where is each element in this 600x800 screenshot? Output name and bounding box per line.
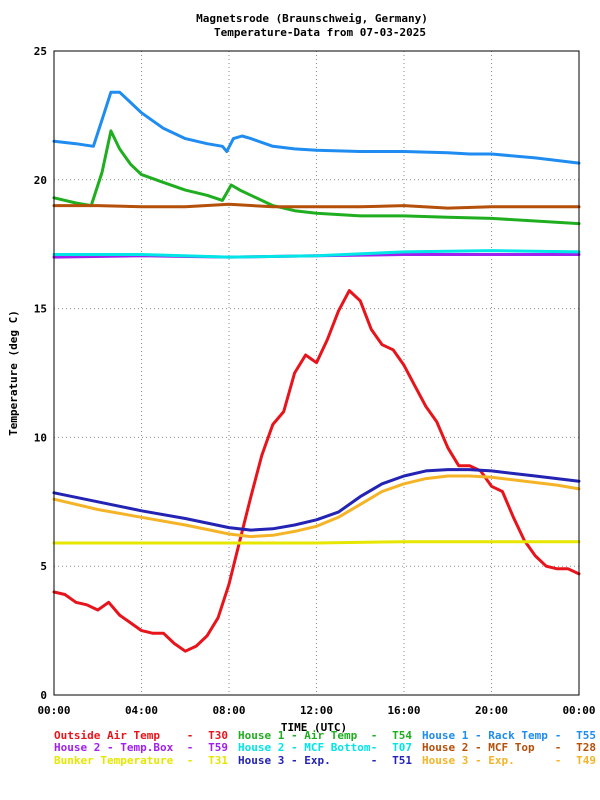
legend-code: T30 bbox=[208, 729, 228, 742]
legend-label: Bunker Temperature bbox=[54, 754, 174, 767]
legend-code: T07 bbox=[392, 741, 412, 754]
series-line-T07 bbox=[52, 249, 581, 259]
legend-label: Outside Air Temp bbox=[54, 729, 160, 742]
x-tick-label: 00:00 bbox=[37, 704, 70, 717]
chart-title: Magnetsrode (Braunschweig, Germany) bbox=[196, 12, 428, 25]
x-tick-label: 04:00 bbox=[125, 704, 158, 717]
grid-lines bbox=[54, 51, 579, 695]
y-tick-label: 0 bbox=[40, 689, 47, 702]
legend-entry-T55: House 1 - Rack Temp - T55 bbox=[422, 729, 596, 742]
legend-code: T51 bbox=[392, 754, 412, 767]
plot-frame bbox=[53, 50, 580, 696]
legend-dash: - bbox=[371, 741, 378, 754]
series-layer bbox=[52, 90, 581, 653]
chart-subtitle: Temperature-Data from 07-03-2025 bbox=[214, 26, 426, 39]
y-tick-label: 15 bbox=[34, 303, 47, 316]
y-tick-label: 25 bbox=[34, 45, 47, 58]
legend-dash: - bbox=[555, 729, 562, 742]
legend-dash: - bbox=[187, 729, 194, 742]
legend-entry-T30: Outside Air Temp - T30 bbox=[54, 729, 228, 742]
x-axis-label: TIME (UTC) bbox=[281, 721, 347, 734]
legend-entry-T07: House 2 - MCF Bottom - T07 bbox=[238, 741, 412, 754]
legend-dash: - bbox=[555, 754, 562, 767]
legend-code: T28 bbox=[576, 741, 596, 754]
x-tick-label: 00:00 bbox=[562, 704, 595, 717]
legend-entry-T28: House 2 - MCF Top - T28 bbox=[422, 741, 596, 754]
legend-entry-T31: Bunker Temperature - T31 bbox=[54, 754, 228, 767]
legend-dash: - bbox=[371, 729, 378, 742]
x-tick-label: 12:00 bbox=[300, 704, 333, 717]
x-tick-label: 08:00 bbox=[212, 704, 245, 717]
series-line-T28 bbox=[52, 202, 581, 210]
x-axis-ticks: 00:00 04:00 08:00 12:00 16:00 20:00 00:00 bbox=[37, 704, 595, 717]
legend-entry-T51: House 3 - Exp. - T51 bbox=[238, 754, 412, 767]
legend-label: House 3 - Exp. bbox=[422, 754, 515, 767]
legend-label: House 2 - MCF Bottom bbox=[238, 741, 371, 754]
x-tick-label: 20:00 bbox=[475, 704, 508, 717]
legend-code: T55 bbox=[576, 729, 596, 742]
series-line-T30 bbox=[52, 289, 581, 653]
legend-dash: - bbox=[371, 754, 378, 767]
y-axis-ticks: 0 5 10 15 20 25 bbox=[34, 45, 47, 702]
legend-label: House 3 - Exp. bbox=[238, 754, 331, 767]
y-tick-label: 10 bbox=[34, 431, 47, 444]
legend-label: House 1 - Air Temp bbox=[238, 729, 358, 742]
legend-entry-T59: House 2 - Temp.Box - T59 bbox=[54, 741, 228, 754]
series-line-T31 bbox=[52, 540, 581, 545]
series-line-T54 bbox=[52, 129, 581, 226]
series-line-T49 bbox=[52, 474, 581, 539]
legend-label: House 1 - Rack Temp bbox=[422, 729, 548, 742]
legend-dash: - bbox=[187, 754, 194, 767]
y-tick-label: 5 bbox=[40, 560, 47, 573]
legend-code: T54 bbox=[392, 729, 412, 742]
legend-code: T59 bbox=[208, 741, 228, 754]
y-tick-label: 20 bbox=[34, 174, 47, 187]
y-axis-label: Temperature (deg C) bbox=[7, 310, 20, 436]
x-tick-label: 16:00 bbox=[387, 704, 420, 717]
legend-label: House 2 - MCF Top bbox=[422, 741, 535, 754]
legend-entry-T49: House 3 - Exp. - T49 bbox=[422, 754, 596, 767]
legend-dash: - bbox=[187, 741, 194, 754]
series-line-T55 bbox=[52, 90, 581, 165]
legend-code: T49 bbox=[576, 754, 596, 767]
legend-label: House 2 - Temp.Box bbox=[54, 741, 174, 754]
series-line-T51 bbox=[52, 468, 581, 532]
legend-entry-T54: House 1 - Air Temp - T54 bbox=[238, 729, 412, 742]
legend-dash: - bbox=[555, 741, 562, 754]
legend-code: T31 bbox=[208, 754, 228, 767]
